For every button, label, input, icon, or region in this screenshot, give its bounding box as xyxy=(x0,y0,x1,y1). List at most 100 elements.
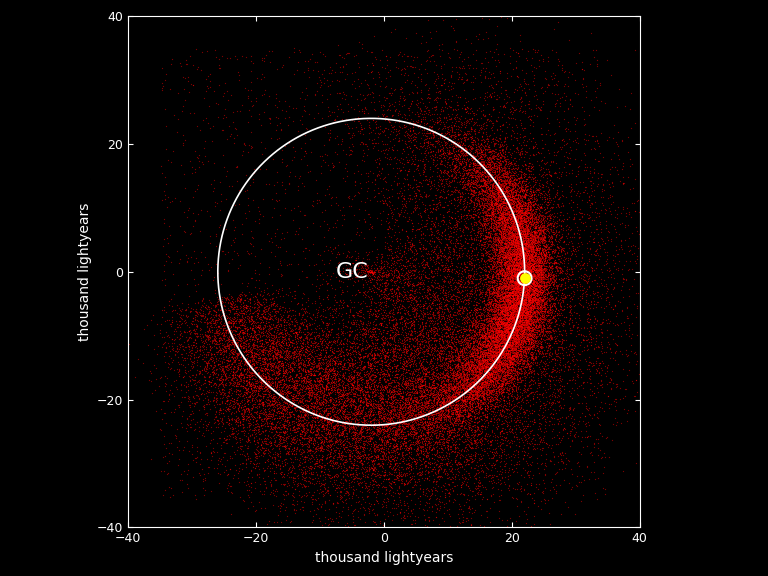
Point xyxy=(531,47,544,56)
Point xyxy=(376,313,389,323)
Point xyxy=(189,168,201,177)
Point xyxy=(468,377,480,386)
Point xyxy=(336,299,349,308)
Point xyxy=(322,102,334,111)
Point xyxy=(374,348,386,358)
Point xyxy=(525,300,537,309)
Point xyxy=(474,169,486,179)
Point xyxy=(445,372,458,381)
Point xyxy=(435,175,447,184)
Point xyxy=(496,343,508,353)
Point xyxy=(298,67,310,77)
Point xyxy=(502,326,514,335)
Point xyxy=(311,395,323,404)
Point xyxy=(521,320,533,329)
Point xyxy=(334,384,346,393)
Point xyxy=(537,226,549,236)
Point xyxy=(584,384,596,393)
Point xyxy=(522,298,535,308)
Point xyxy=(521,222,533,232)
Point xyxy=(200,353,213,362)
Point xyxy=(300,411,313,420)
Point xyxy=(372,415,385,425)
Point xyxy=(250,347,263,356)
Point xyxy=(511,295,523,304)
Point xyxy=(391,458,403,468)
Point xyxy=(531,453,544,463)
Point xyxy=(505,378,517,387)
Point xyxy=(381,427,393,436)
Point xyxy=(300,434,312,443)
Point xyxy=(342,395,354,404)
Point xyxy=(519,303,531,312)
Point xyxy=(276,302,289,312)
Point xyxy=(505,203,518,213)
Point xyxy=(389,475,402,484)
Point xyxy=(511,211,524,220)
Point xyxy=(433,317,445,327)
Point xyxy=(473,298,485,307)
Point xyxy=(443,382,455,392)
Point xyxy=(206,364,218,373)
Point xyxy=(514,273,526,282)
Point xyxy=(538,312,550,321)
Point xyxy=(389,332,401,342)
Point xyxy=(494,288,506,297)
Point xyxy=(568,343,580,353)
Point xyxy=(408,422,420,431)
Point xyxy=(500,305,512,314)
Point xyxy=(353,449,366,458)
Point xyxy=(537,291,549,300)
Point xyxy=(526,250,538,259)
Point xyxy=(465,345,478,354)
Point xyxy=(253,338,266,347)
Point xyxy=(222,340,234,350)
Point xyxy=(356,105,369,114)
Point xyxy=(563,376,575,385)
Point xyxy=(276,229,288,238)
Point xyxy=(430,411,442,420)
Point xyxy=(334,444,346,453)
Point xyxy=(578,392,590,401)
Point xyxy=(489,376,502,385)
Point xyxy=(483,203,495,212)
Point xyxy=(576,293,588,302)
Point xyxy=(430,137,442,146)
Point xyxy=(230,438,242,448)
Point xyxy=(463,326,475,335)
Point xyxy=(362,492,374,501)
Point xyxy=(470,402,482,411)
Point xyxy=(482,431,495,440)
Point xyxy=(627,348,640,357)
Point xyxy=(355,433,367,442)
Point xyxy=(458,388,471,397)
Point xyxy=(558,423,571,433)
Point xyxy=(486,321,498,330)
Point xyxy=(420,451,432,460)
Point xyxy=(473,172,485,181)
Point xyxy=(495,426,508,435)
Point xyxy=(594,358,607,367)
Point xyxy=(449,143,461,152)
Point xyxy=(356,146,369,155)
Point xyxy=(360,491,372,501)
Point xyxy=(529,196,541,205)
Point xyxy=(622,241,634,251)
Point xyxy=(398,303,410,312)
Point xyxy=(469,168,482,177)
Point xyxy=(503,348,515,357)
Point xyxy=(504,272,516,282)
Point xyxy=(548,306,561,316)
Point xyxy=(454,238,466,247)
Point xyxy=(486,84,498,93)
Point xyxy=(538,269,550,278)
Point xyxy=(414,282,426,291)
Point xyxy=(495,372,508,381)
Point xyxy=(478,331,490,340)
Point xyxy=(357,422,369,431)
Point xyxy=(527,219,539,228)
Point xyxy=(492,383,505,392)
Point xyxy=(280,375,293,384)
Point xyxy=(527,358,539,367)
Point xyxy=(459,362,472,371)
